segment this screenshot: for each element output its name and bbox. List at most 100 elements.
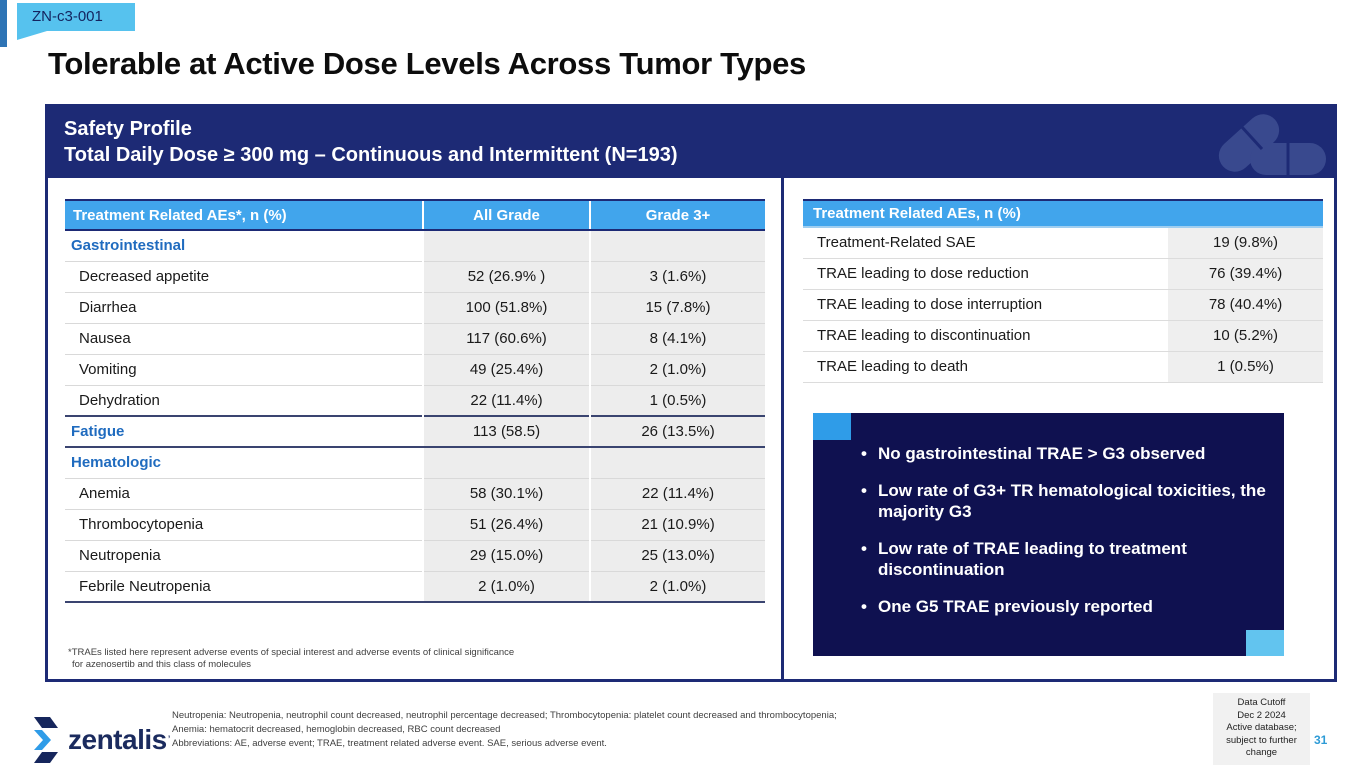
ae-label: Hematologic [65,447,423,479]
ae-label: Nausea [65,323,423,355]
key-findings-list: No gastrointestinal TRAE > G3 observed Lo… [861,443,1266,633]
left-table-body: Gastrointestinal Decreased appetite 52 (… [65,230,765,603]
table-row: Anemia 58 (30.1%) 22 (11.4%) [65,478,765,510]
ae-label: Fatigue [65,415,423,448]
trae-value: 78 (40.4%) [1168,289,1324,321]
table-row: Neutropenia 29 (15.0%) 25 (13.0%) [65,540,765,572]
trae-value: 19 (9.8%) [1168,227,1324,259]
key-finding-bullet: Low rate of TRAE leading to treatment di… [861,538,1266,580]
col-header-grade3: Grade 3+ [589,199,765,231]
ae-grade3-value: 22 (11.4%) [589,478,765,510]
data-cutoff-line: subject to further [1226,734,1297,746]
ae-grade3-value: 25 (13.0%) [589,540,765,572]
ae-grade3-value: 3 (1.6%) [589,261,765,293]
table-row: Dehydration 22 (11.4%) 1 (0.5%) [65,385,765,417]
trae-summary-table: Treatment Related AEs, n (%) Treatment-R… [803,199,1324,383]
ae-label: Anemia [65,478,423,510]
trae-value: 76 (39.4%) [1168,258,1324,290]
table-row: Nausea 117 (60.6%) 8 (4.1%) [65,323,765,355]
col-header-all-grade: All Grade [422,199,590,231]
left-table-header-row: Treatment Related AEs*, n (%) All Grade … [65,199,765,231]
pills-icon [1218,114,1326,175]
table-row: TRAE leading to discontinuation 10 (5.2%… [803,320,1324,352]
panel-header-line2: Total Daily Dose ≥ 300 mg – Continuous a… [64,144,678,166]
table-row: Diarrhea 100 (51.8%) 15 (7.8%) [65,292,765,324]
ae-all-grade-value: 52 (26.9% ) [422,261,590,293]
panel-header-line1: Safety Profile [64,118,192,140]
ae-all-grade-value: 51 (26.4%) [422,509,590,541]
treatment-related-aes-table: Treatment Related AEs*, n (%) All Grade … [65,199,765,603]
table-row: Decreased appetite 52 (26.9% ) 3 (1.6%) [65,261,765,293]
zentalis-logo-text: zentalis [68,724,167,755]
ae-grade3-value: 21 (10.9%) [589,509,765,541]
ae-grade3-value: 26 (13.5%) [589,415,765,448]
ae-all-grade-value: 29 (15.0%) [422,540,590,572]
corner-accent-bottom-right [1246,630,1284,656]
protocol-badge: ZN-c3-001 [17,3,135,31]
page-number: 31 [1314,733,1328,747]
left-accent-strip [0,0,7,47]
table-footnote: *TRAEs listed here represent adverse eve… [68,647,514,671]
table-row: Treatment-Related SAE 19 (9.8%) [803,227,1324,259]
zentalis-logo-icon [34,717,58,763]
right-table-header: Treatment Related AEs, n (%) [803,199,1324,228]
footer-notes: Neutropenia: Neutropenia, neutrophil cou… [172,709,837,751]
trae-value: 1 (0.5%) [1168,351,1324,383]
right-table-header-row: Treatment Related AEs, n (%) [803,199,1324,228]
table-row: TRAE leading to death 1 (0.5%) [803,351,1324,383]
zentalis-logo: zentalis’ [28,716,170,764]
table-row: Hematologic [65,447,765,479]
footer-note-abbreviations: Abbreviations: AE, adverse event; TRAE, … [172,738,607,749]
protocol-badge-fold [17,31,47,40]
ae-grade3-value: 8 (4.1%) [589,323,765,355]
ae-grade3-value: 1 (0.5%) [589,385,765,417]
ae-label: Neutropenia [65,540,423,572]
data-cutoff-line: Data Cutoff [1237,697,1286,708]
key-finding-bullet: No gastrointestinal TRAE > G3 observed [861,443,1266,464]
ae-all-grade-value: 58 (30.1%) [422,478,590,510]
data-cutoff-box: Data Cutoff Dec 2 2024 Active database; sub… [1213,693,1310,765]
corner-accent-top-left [813,413,851,440]
footer-note-anemia: Anemia: hematocrit decreased, hemoglobin… [172,723,501,735]
ae-all-grade-value: 2 (1.0%) [422,571,590,603]
key-findings-box: No gastrointestinal TRAE > G3 observed Lo… [813,413,1284,656]
table-footnote-line2: for azenosertib and this class of molecu… [72,659,252,670]
ae-all-grade-value: 22 (11.4%) [422,385,590,417]
data-cutoff-line: change [1245,747,1278,758]
table-row: Fatigue 113 (58.5) 26 (13.5%) [65,415,765,448]
ae-label: Thrombocytopenia [65,509,423,541]
ae-label: Febrile Neutropenia [65,571,423,603]
ae-label: Vomiting [65,354,423,386]
footer-note-neutropenia: Neutropenia: Neutropenia, neutrophil cou… [172,710,837,721]
trae-value: 10 (5.2%) [1168,320,1324,352]
panel-vertical-divider [781,178,784,679]
ae-all-grade-value [422,447,590,479]
ae-label: Diarrhea [65,292,423,324]
table-row: TRAE leading to dose reduction 76 (39.4%… [803,258,1324,290]
data-cutoff-line: Dec 2 2024 [1237,709,1286,721]
ae-all-grade-value [422,230,590,262]
slide-title: Tolerable at Active Dose Levels Across T… [48,46,806,81]
key-finding-bullet: One G5 TRAE previously reported [861,596,1266,617]
ae-all-grade-value: 100 (51.8%) [422,292,590,324]
col-header-aes: Treatment Related AEs*, n (%) [65,199,423,231]
ae-grade3-value [589,447,765,479]
ae-label: Decreased appetite [65,261,423,293]
table-footnote-line1: *TRAEs listed here represent adverse eve… [68,647,515,658]
table-row: Gastrointestinal [65,230,765,262]
key-finding-bullet: Low rate of G3+ TR hematological toxicit… [861,480,1266,522]
ae-all-grade-value: 117 (60.6%) [422,323,590,355]
table-row: TRAE leading to dose interruption 78 (40… [803,289,1324,321]
safety-profile-panel: Safety Profile Total Daily Dose ≥ 300 mg… [45,104,1337,682]
table-row: Thrombocytopenia 51 (26.4%) 21 (10.9%) [65,509,765,541]
trae-label: TRAE leading to death [803,351,1168,383]
ae-grade3-value: 2 (1.0%) [589,571,765,603]
table-row: Febrile Neutropenia 2 (1.0%) 2 (1.0%) [65,571,765,603]
trae-label: TRAE leading to dose interruption [803,289,1168,321]
trae-label: Treatment-Related SAE [803,227,1168,259]
right-table-body: Treatment-Related SAE 19 (9.8%) TRAE lea… [803,227,1324,383]
zentalis-logo-mark: ’ [167,733,171,747]
data-cutoff-line: Active database; [1226,722,1297,733]
ae-grade3-value: 2 (1.0%) [589,354,765,386]
ae-all-grade-value: 113 (58.5) [422,415,590,448]
